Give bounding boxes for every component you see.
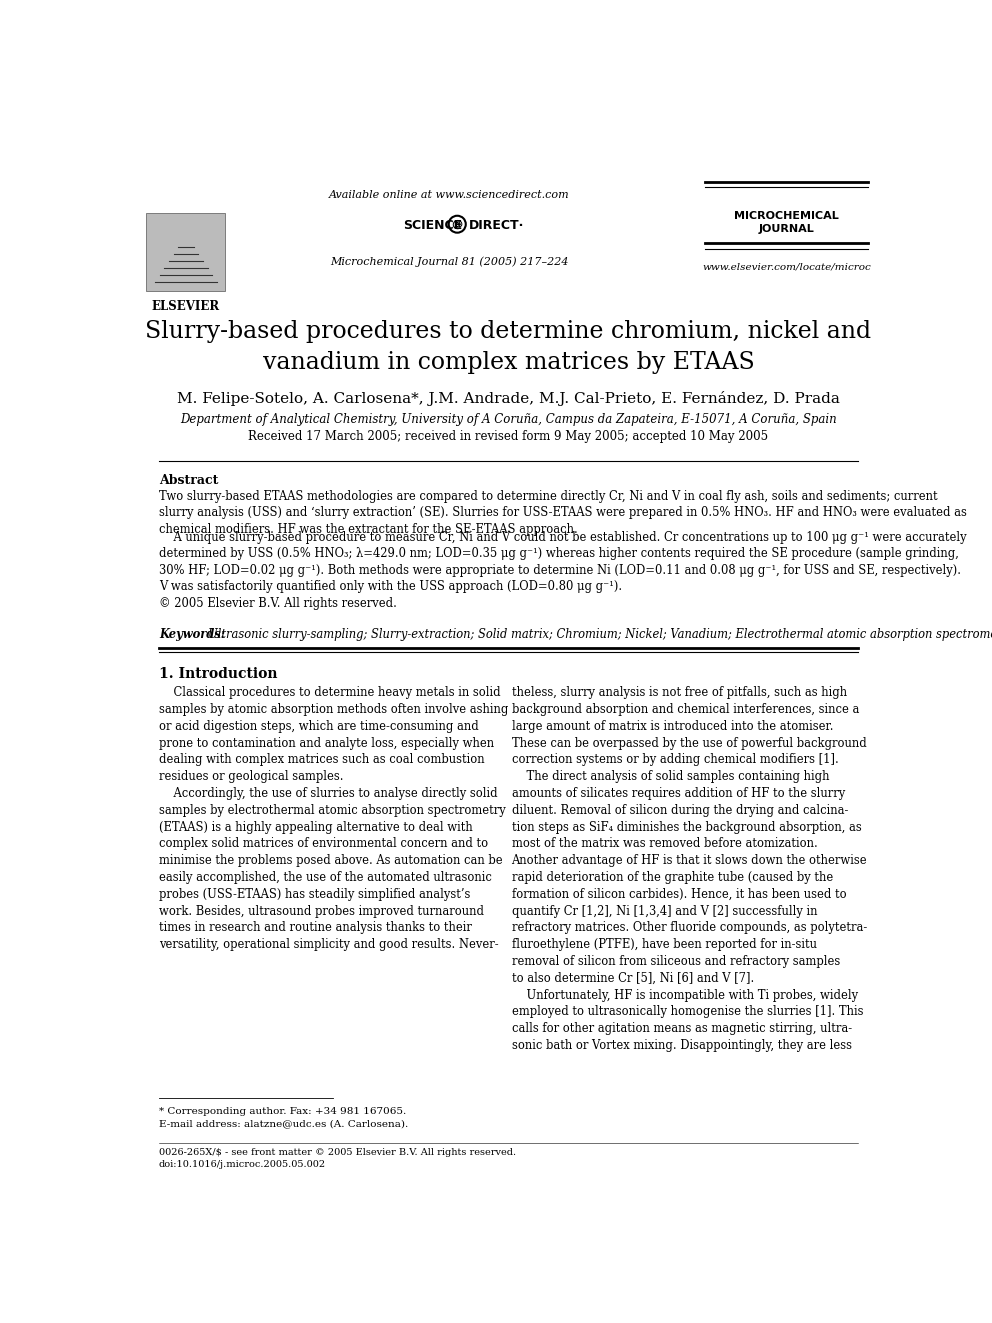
- Text: Available online at www.sciencedirect.com: Available online at www.sciencedirect.co…: [329, 189, 569, 200]
- Text: www.elsevier.com/locate/microc: www.elsevier.com/locate/microc: [702, 263, 871, 271]
- Text: Received 17 March 2005; received in revised form 9 May 2005; accepted 10 May 200: Received 17 March 2005; received in revi…: [248, 430, 769, 443]
- Text: @: @: [451, 220, 463, 229]
- Text: 1. Introduction: 1. Introduction: [159, 667, 278, 681]
- Text: 0026-265X/$ - see front matter © 2005 Elsevier B.V. All rights reserved.: 0026-265X/$ - see front matter © 2005 El…: [159, 1148, 516, 1158]
- Text: E-mail address: alatzne@udc.es (A. Carlosena).: E-mail address: alatzne@udc.es (A. Carlo…: [159, 1119, 408, 1129]
- Text: Keywords:: Keywords:: [159, 628, 225, 642]
- Text: Microchemical Journal 81 (2005) 217–224: Microchemical Journal 81 (2005) 217–224: [330, 257, 568, 267]
- Text: MICROCHEMICAL: MICROCHEMICAL: [734, 212, 839, 221]
- Text: DIRECT·: DIRECT·: [469, 218, 524, 232]
- Text: SCIENCE: SCIENCE: [403, 218, 462, 232]
- Text: * Corresponding author. Fax: +34 981 167065.: * Corresponding author. Fax: +34 981 167…: [159, 1107, 406, 1117]
- Text: Department of Analytical Chemistry, University of A Coruña, Campus da Zapateira,: Department of Analytical Chemistry, Univ…: [180, 413, 837, 426]
- Text: JOURNAL: JOURNAL: [759, 224, 814, 234]
- Text: Slurry-based procedures to determine chromium, nickel and
vanadium in complex ma: Slurry-based procedures to determine chr…: [146, 320, 871, 373]
- Text: Two slurry-based ETAAS methodologies are compared to determine directly Cr, Ni a: Two slurry-based ETAAS methodologies are…: [159, 490, 967, 536]
- Text: Abstract: Abstract: [159, 475, 218, 487]
- Text: Ultrasonic slurry-sampling; Slurry-extraction; Solid matrix; Chromium; Nickel; V: Ultrasonic slurry-sampling; Slurry-extra…: [207, 628, 992, 642]
- Text: M. Felipe-Sotelo, A. Carlosena*, J.M. Andrade, M.J. Cal-Prieto, E. Fernández, D.: M. Felipe-Sotelo, A. Carlosena*, J.M. An…: [177, 392, 840, 406]
- Text: ELSEVIER: ELSEVIER: [152, 300, 220, 312]
- Text: doi:10.1016/j.microc.2005.05.002: doi:10.1016/j.microc.2005.05.002: [159, 1160, 326, 1168]
- Text: A unique slurry-based procedure to measure Cr, Ni and V could not be established: A unique slurry-based procedure to measu…: [159, 531, 966, 610]
- Text: Classical procedures to determine heavy metals in solid
samples by atomic absorp: Classical procedures to determine heavy …: [159, 687, 508, 951]
- FancyBboxPatch shape: [146, 213, 225, 291]
- Text: theless, slurry analysis is not free of pitfalls, such as high
background absorp: theless, slurry analysis is not free of …: [512, 687, 867, 1052]
